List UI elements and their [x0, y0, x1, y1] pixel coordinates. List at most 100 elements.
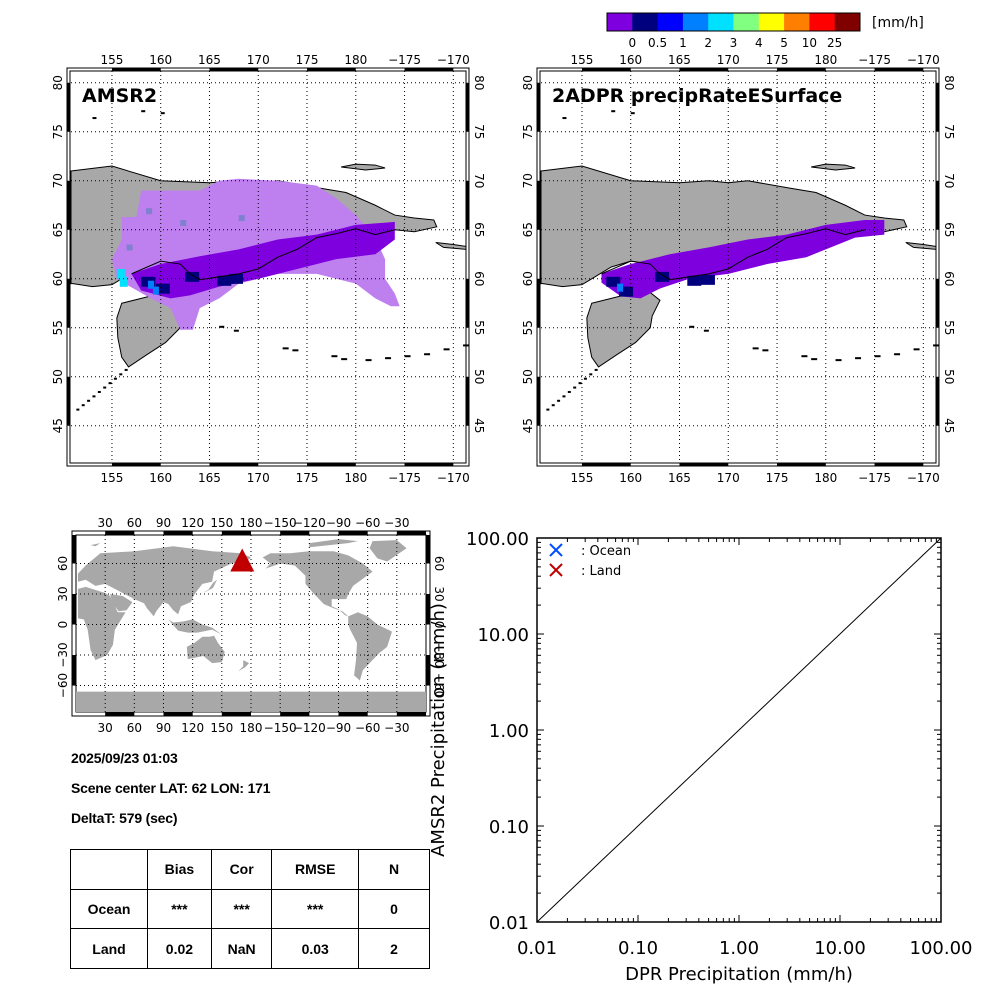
globe-lon-tick-top: −120 — [293, 516, 326, 530]
island-dot — [124, 368, 128, 371]
amsr2-map: 155 155 160 160 165 165 170 170 175 175 180 180 −175… — [51, 53, 486, 485]
legend-label: : Ocean — [581, 544, 631, 559]
lon-tick-label-top: 160 — [619, 53, 642, 67]
frame-bar — [72, 594, 76, 625]
globe-land — [76, 539, 426, 712]
globe-lon-tick-bottom: 120 — [181, 721, 204, 735]
frame-bar — [426, 594, 430, 625]
island-dot — [811, 358, 818, 361]
frame-bar — [163, 712, 193, 716]
lat-tick-label-right: 65 — [472, 222, 486, 237]
frame-bar — [307, 68, 356, 71]
island-dot — [578, 382, 582, 385]
island-dot — [557, 399, 561, 402]
graticule — [71, 71, 466, 463]
colorbar-segment — [733, 13, 760, 31]
colorbar-tick-label: 1 — [679, 36, 687, 50]
land-wrangel-island — [811, 163, 856, 171]
lat-tick-label-left: 80 — [51, 75, 65, 90]
frame-bar — [581, 463, 631, 466]
frame-bar — [404, 463, 454, 466]
island-dot — [594, 368, 598, 371]
frame-bar — [111, 463, 161, 466]
island-dot — [97, 390, 101, 393]
colorbar-tick-label: 3 — [730, 36, 738, 50]
frame-bar — [679, 463, 729, 466]
lat-tick-label-left: 75 — [521, 124, 535, 139]
precip-cell-cyan — [119, 276, 128, 287]
island-dot — [463, 344, 470, 347]
lat-tick-label-right: 60 — [472, 271, 486, 286]
stats-header-row: Bias Cor RMSE N — [70, 849, 430, 890]
lat-tick-label-left: 65 — [51, 222, 65, 237]
globe-lat-tick-left: 30 — [56, 586, 70, 601]
frame-bar — [426, 655, 430, 686]
land-svalbard — [90, 543, 101, 547]
graticule — [541, 71, 936, 463]
frame-bar — [936, 82, 939, 132]
frame-bar — [874, 68, 924, 71]
globe-lat-tick-right: 0 — [432, 621, 446, 629]
lon-tick-label-top: −175 — [858, 53, 891, 67]
legend-label: : Land — [581, 564, 621, 579]
island-dot — [551, 404, 555, 407]
colorbar-segment — [708, 13, 734, 31]
island-dot — [611, 110, 616, 113]
island-dot — [108, 382, 112, 385]
header-bias: Bias — [147, 849, 212, 890]
island-dot — [141, 110, 146, 113]
y-axis-label: AMSR2 Precipitation (mm/h) — [428, 603, 449, 857]
globe-lon-tick-top: −60 — [355, 516, 380, 530]
y-tick-label: 0.01 — [489, 913, 529, 934]
frame-bar — [280, 712, 310, 716]
globe-lon-tick-bottom: 60 — [127, 721, 142, 735]
frame-bar — [466, 82, 469, 132]
precip-cell-mixed — [126, 244, 133, 251]
cell-rmse: *** — [271, 888, 359, 930]
island-dot — [233, 329, 239, 332]
lon-tick-label-top: −175 — [388, 53, 421, 67]
lon-tick-label-bottom: 160 — [619, 471, 642, 485]
island-dot — [92, 395, 96, 398]
header-n: N — [358, 849, 430, 890]
colorbar-segment — [607, 13, 633, 31]
cell-n: 0 — [358, 888, 430, 930]
cell-bias: *** — [147, 888, 212, 930]
lat-tick-label-right: 50 — [942, 369, 956, 384]
frame-bars — [537, 68, 939, 466]
globe-lat-tick-left: 0 — [56, 621, 70, 629]
frame-bar — [396, 531, 426, 535]
frame-bar — [466, 278, 469, 328]
colorbar-tick-label: 2 — [704, 36, 712, 50]
colorbar-tick-label: 0.5 — [648, 36, 667, 50]
lon-tick-label-top: 155 — [571, 53, 594, 67]
land-greenland — [369, 540, 407, 562]
lon-tick-label-bottom: −170 — [907, 471, 940, 485]
precip-cell-navy — [687, 275, 702, 286]
island-dot — [933, 344, 940, 347]
map-frame-outer — [66, 67, 470, 467]
globe-lon-tick-bottom: −30 — [384, 721, 409, 735]
frame-bar — [280, 531, 310, 535]
lat-tick-label-right: 45 — [472, 418, 486, 433]
map-frame-outer — [536, 67, 940, 467]
island-dot — [703, 329, 709, 332]
frame-bar — [581, 68, 631, 71]
stats-table: Bias Cor RMSE N Ocean *** *** *** 0 Land… — [70, 849, 430, 969]
lon-tick-label-top: 180 — [344, 53, 367, 67]
globe-lat-tick-left: −60 — [56, 673, 70, 698]
island-dot — [835, 359, 842, 362]
y-tick-label: 0.10 — [489, 817, 529, 838]
precip-cell-navy — [619, 286, 634, 297]
precip-cell-cyan — [116, 268, 125, 279]
lon-tick-label-bottom: 170 — [717, 471, 740, 485]
island-dot — [562, 117, 567, 120]
precip-cell-navy — [217, 275, 232, 286]
scene-location-marker-icon — [230, 548, 255, 572]
land-indonesia — [168, 619, 222, 635]
scene-center-label: Scene center LAT: 62 LON: 171 — [71, 780, 271, 796]
globe-lon-tick-bottom: −150 — [264, 721, 297, 735]
land-antarctica — [76, 691, 426, 712]
colorbar-segment — [632, 13, 659, 31]
lat-tick-label-right: 70 — [942, 173, 956, 188]
